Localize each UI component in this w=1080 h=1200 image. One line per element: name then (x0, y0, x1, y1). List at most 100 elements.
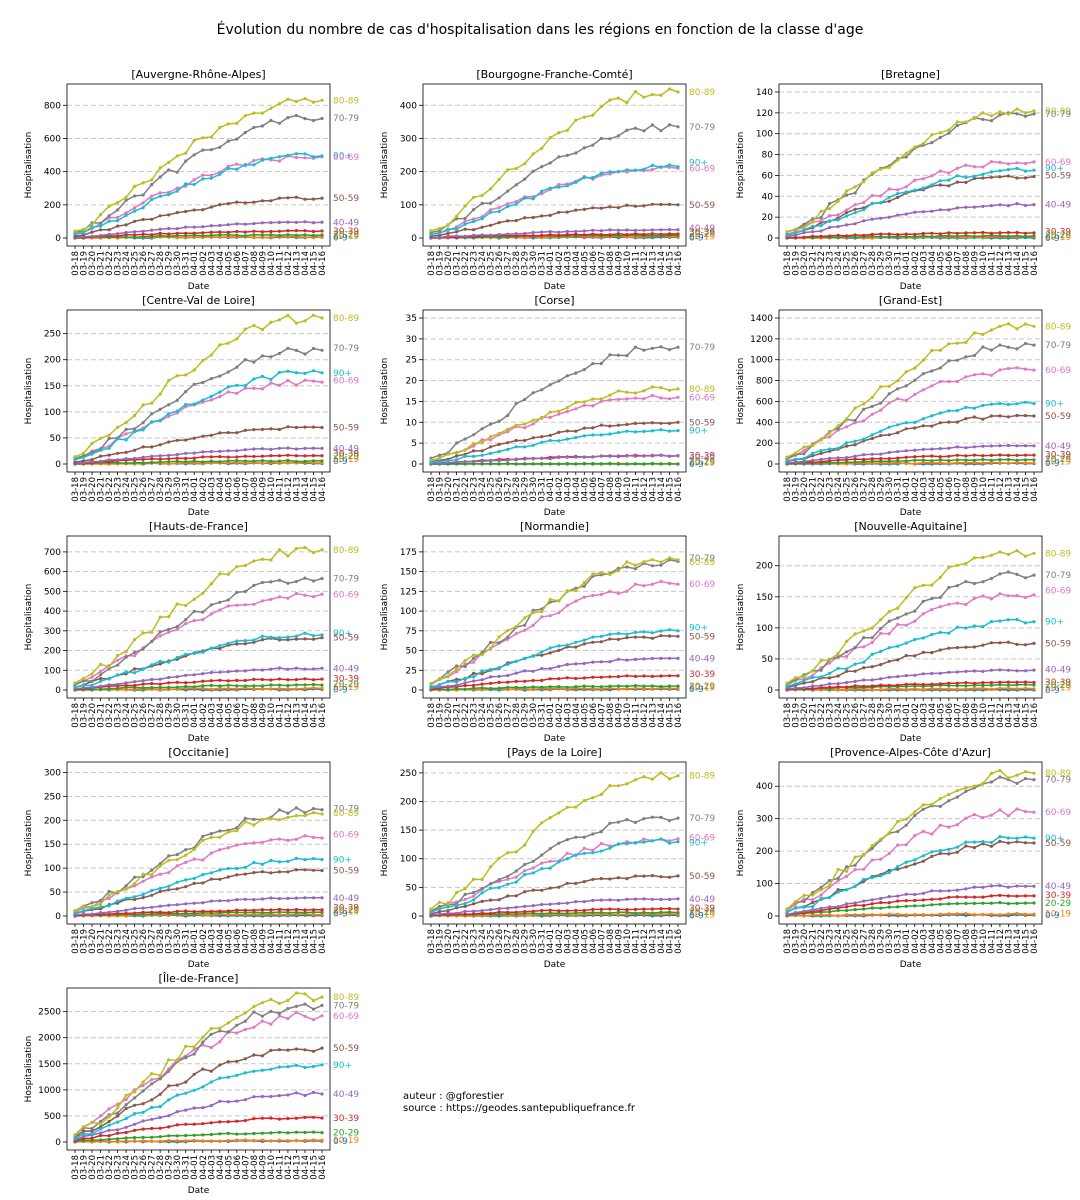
data-point (548, 847, 552, 851)
data-point (811, 234, 815, 238)
data-point (311, 459, 316, 463)
data-point (1032, 551, 1036, 555)
data-point (862, 899, 866, 903)
data-point (320, 683, 324, 687)
data-point (497, 432, 501, 436)
data-point (582, 851, 586, 856)
data-point (320, 686, 324, 691)
series-label: 40-49 (689, 453, 715, 463)
data-point (497, 442, 501, 446)
x-tick-label: 04-12 (640, 703, 650, 728)
data-point (557, 644, 561, 648)
data-point (667, 388, 672, 392)
data-point (320, 908, 324, 912)
series-line (786, 808, 1035, 912)
data-point (320, 229, 324, 233)
data-point (218, 449, 222, 453)
data-point (150, 893, 154, 897)
data-point (565, 662, 569, 667)
data-point (1032, 109, 1036, 113)
data-point (277, 370, 281, 375)
data-point (243, 201, 247, 205)
data-point (480, 438, 484, 442)
data-point (574, 455, 578, 459)
data-point (955, 912, 959, 916)
plot-frame (66, 987, 331, 1151)
series-40-49 (785, 443, 1036, 465)
data-point (836, 213, 840, 217)
data-point (904, 235, 908, 239)
data-point (446, 674, 450, 678)
data-point (167, 160, 171, 164)
data-point (463, 683, 467, 688)
data-point (480, 217, 484, 221)
data-point (133, 911, 137, 915)
data-point (599, 911, 603, 915)
data-point (175, 853, 179, 857)
data-point (480, 427, 484, 431)
data-point (311, 686, 316, 690)
x-tick-label: 04-06 (945, 929, 955, 954)
data-point (642, 874, 646, 878)
data-point (667, 165, 672, 169)
data-point (904, 641, 908, 645)
data-point (659, 634, 663, 638)
data-point (141, 206, 145, 210)
data-point (1032, 810, 1036, 814)
data-point (599, 830, 603, 834)
data-point (548, 383, 552, 387)
data-point (921, 461, 925, 465)
data-point (269, 320, 273, 324)
data-point (548, 433, 552, 437)
data-point (252, 323, 256, 328)
data-point (133, 906, 137, 911)
data-point (286, 596, 290, 600)
data-point (591, 593, 595, 598)
data-point (235, 121, 239, 125)
data-point (497, 233, 501, 237)
data-point (446, 459, 450, 463)
data-point (887, 187, 891, 191)
data-point (506, 458, 510, 462)
data-point (523, 426, 527, 430)
data-point (226, 233, 230, 237)
data-point (184, 151, 188, 155)
data-point (845, 208, 849, 212)
data-point (836, 458, 840, 462)
data-point (582, 880, 586, 884)
data-point (642, 817, 646, 821)
data-point (294, 634, 298, 638)
data-point (158, 685, 162, 690)
data-point (81, 227, 86, 232)
data-point (845, 441, 849, 445)
data-point (565, 909, 569, 913)
data-point (938, 595, 942, 600)
x-tick-label: 03-21 (97, 477, 107, 502)
data-point (802, 674, 806, 679)
data-point (802, 222, 806, 226)
data-point (913, 232, 917, 236)
data-point (887, 852, 891, 856)
y-tick-label: 700 (44, 548, 61, 558)
data-point (870, 626, 874, 630)
data-point (667, 839, 672, 843)
data-point (565, 409, 569, 414)
data-point (99, 213, 103, 217)
data-point (209, 899, 213, 903)
data-point (116, 224, 120, 228)
data-point (676, 774, 680, 778)
data-point (955, 625, 959, 629)
x-tick-label: 03-22 (817, 703, 827, 728)
x-tick-label: 04-08 (962, 477, 972, 502)
data-point (1015, 807, 1019, 811)
data-point (828, 202, 832, 206)
data-point (311, 868, 316, 872)
x-tick-label: 04-10 (623, 251, 633, 276)
data-point (879, 618, 883, 622)
data-point (269, 597, 273, 602)
data-point (73, 685, 77, 689)
data-point (582, 233, 586, 237)
data-point (209, 679, 213, 683)
data-point (862, 180, 866, 184)
data-point (582, 686, 586, 691)
